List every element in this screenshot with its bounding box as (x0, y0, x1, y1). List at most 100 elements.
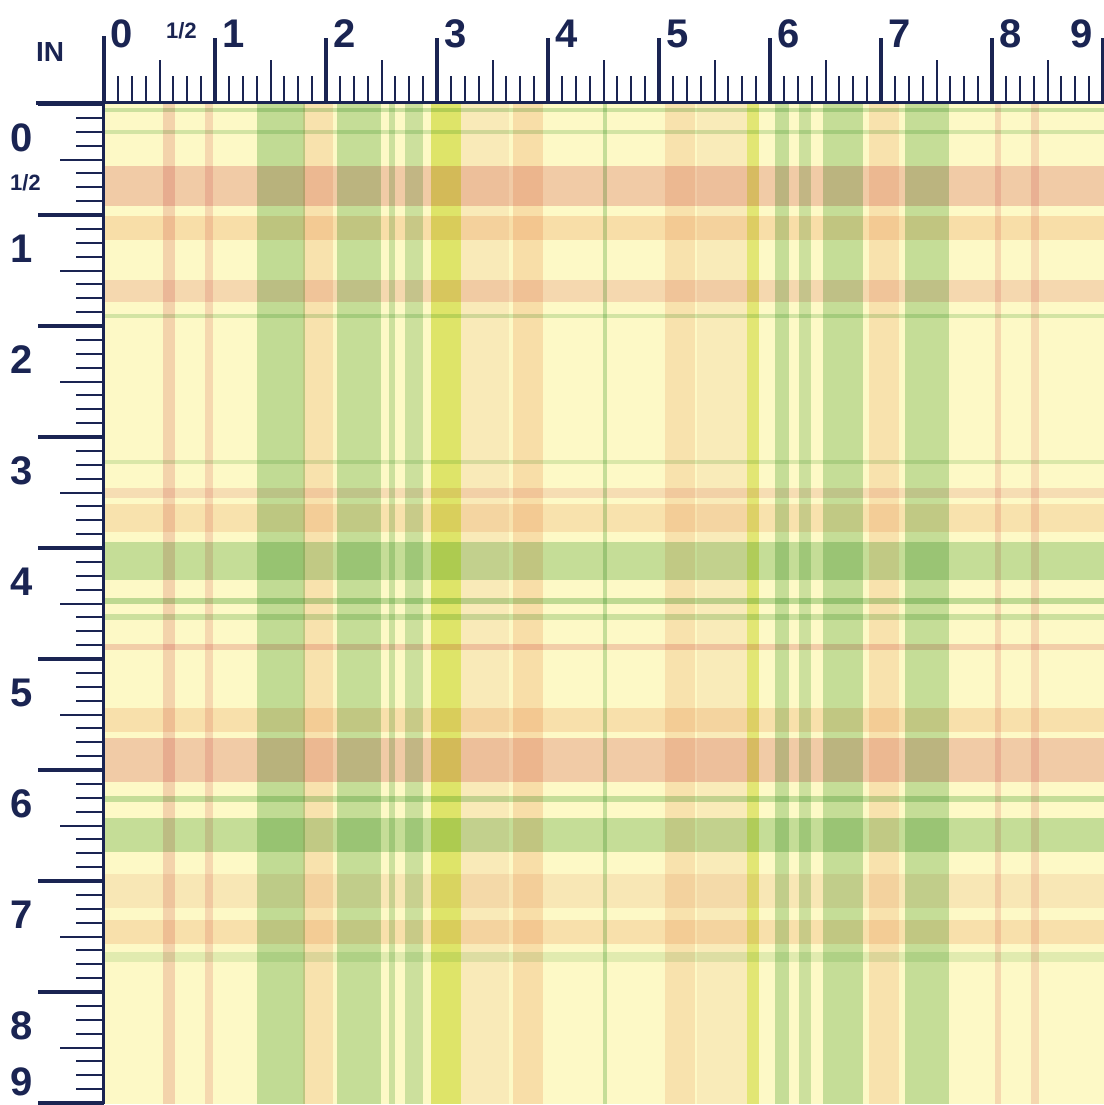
top-label-2: 2 (333, 12, 356, 56)
left-ruler-tick (76, 630, 104, 633)
left-ruler-tick (76, 1004, 104, 1007)
left-label-6: 6 (10, 782, 33, 826)
top-ruler-tick (602, 60, 605, 104)
top-ruler-tick (200, 76, 203, 104)
top-ruler-tick (241, 76, 244, 104)
plaid-stripe-horizontal (105, 130, 1104, 134)
left-ruler-baseline (102, 36, 106, 1104)
top-ruler-tick (297, 76, 300, 104)
plaid-stripe-vertical (775, 104, 789, 1104)
left-ruler-tick (76, 866, 104, 869)
top-ruler-tick (130, 76, 133, 104)
left-ruler-tick (76, 533, 104, 536)
left-label-8: 8 (10, 1004, 33, 1048)
top-ruler-tick (990, 38, 994, 104)
left-ruler-tick (76, 227, 104, 230)
top-ruler-tick (283, 76, 286, 104)
plaid-stripe-horizontal (105, 738, 1104, 782)
top-ruler-tick (560, 76, 563, 104)
plaid-stripe-horizontal (105, 166, 1104, 206)
top-ruler-tick (782, 76, 785, 104)
left-ruler-tick (76, 685, 104, 688)
top-ruler-tick (741, 76, 744, 104)
left-ruler-tick (38, 546, 104, 550)
top-ruler-tick (866, 76, 869, 104)
top-label-9: 9 (1070, 12, 1093, 56)
left-label-2: 2 (10, 338, 33, 382)
plaid-stripe-horizontal (105, 920, 1104, 944)
plaid-stripe-vertical (1031, 104, 1039, 1104)
top-ruler-tick (574, 76, 577, 104)
plaid-stripe-vertical (205, 104, 213, 1104)
top-label-0: 0 (110, 12, 133, 56)
plaid-stripe-horizontal (105, 504, 1104, 532)
left-ruler-tick (76, 1032, 104, 1035)
top-ruler-tick (838, 76, 841, 104)
left-label-7: 7 (10, 893, 33, 937)
left-ruler-tick (76, 907, 104, 910)
top-ruler-tick (311, 76, 314, 104)
plaid-stripe-horizontal (105, 874, 1104, 908)
plaid-stripe-vertical (995, 104, 1001, 1104)
left-ruler-tick (76, 921, 104, 924)
top-label-5: 5 (666, 12, 689, 56)
left-ruler-tick (38, 768, 104, 772)
top-ruler-tick (352, 76, 355, 104)
left-ruler-tick (38, 657, 104, 661)
left-label-9: 9 (10, 1060, 33, 1104)
left-label-5: 5 (10, 671, 33, 715)
top-ruler-tick (755, 76, 758, 104)
top-ruler-tick (102, 38, 106, 104)
top-ruler-tick (255, 76, 258, 104)
top-ruler-tick (533, 76, 536, 104)
left-ruler-tick (76, 588, 104, 591)
top-ruler-tick (338, 76, 341, 104)
top-ruler-tick (186, 76, 189, 104)
left-ruler-tick (76, 852, 104, 855)
top-ruler-tick (893, 76, 896, 104)
top-ruler-tick (588, 76, 591, 104)
top-ruler-tick (408, 76, 411, 104)
left-ruler-tick (38, 990, 104, 994)
plaid-stripe-vertical (603, 104, 607, 1104)
top-ruler-tick (657, 38, 661, 104)
top-label-half: 1/2 (166, 18, 197, 43)
plaid-stripe-horizontal (105, 216, 1104, 240)
left-ruler-tick (38, 1101, 104, 1105)
plaid-stripe-horizontal (105, 108, 1104, 112)
top-ruler-tick (935, 60, 938, 104)
plaid-stripe-horizontal (105, 708, 1104, 732)
plaid-stripe-horizontal (105, 460, 1104, 464)
top-ruler-tick (1074, 76, 1077, 104)
top-ruler-tick (144, 76, 147, 104)
plaid-stripe-horizontal (105, 952, 1104, 962)
plaid-stripe-horizontal (105, 488, 1104, 498)
top-label-7: 7 (888, 12, 911, 56)
left-ruler-tick (76, 338, 104, 341)
plaid-stripe-vertical (389, 104, 395, 1104)
left-label-half: 1/2 (10, 170, 41, 195)
plaid-stripe-horizontal (105, 818, 1104, 852)
left-ruler-tick (76, 796, 104, 799)
top-ruler-tick (366, 76, 369, 104)
left-ruler-tick (76, 519, 104, 522)
left-ruler-tick (76, 1018, 104, 1021)
top-ruler-tick (324, 38, 328, 104)
top-ruler-tick (505, 76, 508, 104)
left-ruler-tick (76, 1060, 104, 1063)
left-ruler-tick (76, 408, 104, 411)
top-ruler-tick (158, 60, 161, 104)
top-ruler-tick (227, 76, 230, 104)
top-label-6: 6 (777, 12, 800, 56)
left-ruler-tick (76, 366, 104, 369)
top-label-8: 8 (999, 12, 1022, 56)
left-ruler-tick (76, 727, 104, 730)
left-ruler-tick (60, 602, 104, 605)
left-ruler-tick (76, 352, 104, 355)
left-ruler-tick (60, 491, 104, 494)
top-ruler-tick (768, 38, 772, 104)
left-ruler-tick (76, 949, 104, 952)
top-ruler-tick (616, 76, 619, 104)
left-ruler-tick (60, 158, 104, 161)
left-ruler-tick (76, 616, 104, 619)
